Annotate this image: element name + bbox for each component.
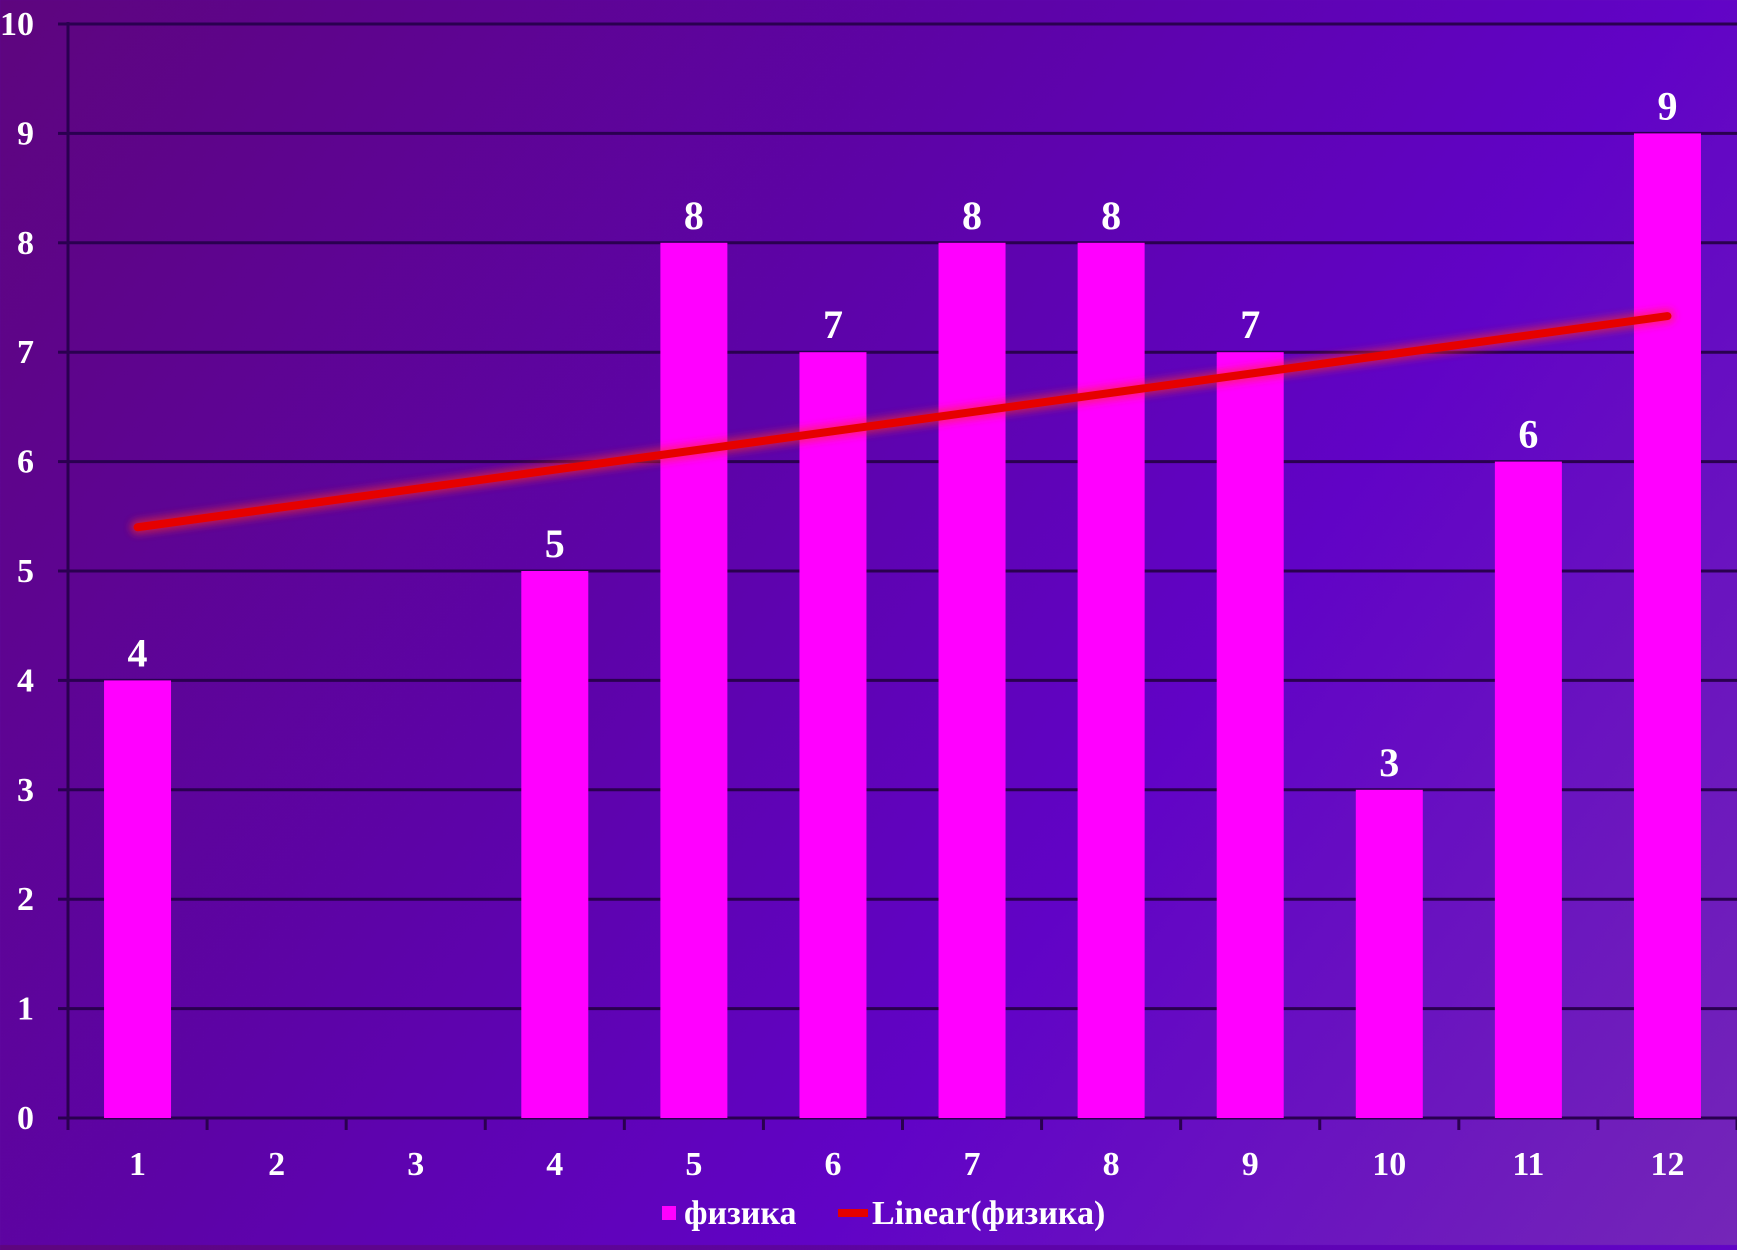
data-label-5: 8 bbox=[684, 193, 704, 238]
x-tick-label: 12 bbox=[1650, 1146, 1684, 1183]
gridlines bbox=[68, 22, 1737, 1120]
data-label-9: 7 bbox=[1240, 302, 1260, 347]
legend-swatch-bar bbox=[662, 1206, 676, 1220]
x-tick-label: 11 bbox=[1512, 1146, 1544, 1183]
x-tick-label: 2 bbox=[268, 1146, 285, 1183]
axes bbox=[58, 22, 1737, 1130]
x-tick-label: 5 bbox=[685, 1146, 702, 1183]
data-label-7: 8 bbox=[962, 193, 982, 238]
x-tick-label: 1 bbox=[129, 1146, 146, 1183]
bar-11 bbox=[1494, 461, 1562, 1119]
y-tick-label: 5 bbox=[17, 553, 34, 590]
x-tick-label: 6 bbox=[824, 1146, 841, 1183]
x-tick-label: 3 bbox=[407, 1146, 424, 1183]
legend-label-bar: физика bbox=[684, 1195, 796, 1232]
y-tick-label: 10 bbox=[0, 6, 34, 43]
y-tick-label: 8 bbox=[17, 225, 34, 262]
legend: физика Linear(физика) bbox=[662, 1195, 1105, 1232]
bar-8 bbox=[1077, 242, 1145, 1119]
bar-6 bbox=[799, 352, 867, 1118]
data-label-8: 8 bbox=[1101, 193, 1121, 238]
trendline bbox=[133, 312, 1672, 532]
y-tick-label: 7 bbox=[17, 334, 34, 371]
x-tick-label: 9 bbox=[1242, 1146, 1259, 1183]
bar-10 bbox=[1355, 789, 1423, 1118]
bar-9 bbox=[1216, 352, 1284, 1118]
bar-4 bbox=[521, 571, 589, 1118]
x-tick-label: 10 bbox=[1372, 1146, 1406, 1183]
y-tick-label: 0 bbox=[17, 1100, 34, 1137]
data-label-12: 9 bbox=[1657, 83, 1677, 128]
legend-label-trendline: Linear(физика) bbox=[872, 1195, 1105, 1232]
bar-7 bbox=[938, 242, 1006, 1119]
x-tick-label: 7 bbox=[964, 1146, 981, 1183]
data-label-10: 3 bbox=[1379, 740, 1399, 785]
data-labels: 4 5 8 7 8 8 7 3 6 9 bbox=[128, 83, 1678, 784]
y-tick-label: 4 bbox=[17, 662, 34, 699]
x-tick-label: 4 bbox=[546, 1146, 563, 1183]
data-label-1: 4 bbox=[128, 630, 148, 675]
y-tick-label: 1 bbox=[17, 991, 34, 1028]
legend-swatch-trendline bbox=[838, 1209, 868, 1217]
y-tick-label: 6 bbox=[17, 444, 34, 481]
data-label-6: 7 bbox=[823, 302, 843, 347]
y-tick-label: 9 bbox=[17, 115, 34, 152]
y-tick-label: 2 bbox=[17, 881, 34, 918]
data-label-4: 5 bbox=[545, 521, 565, 566]
trendline-group bbox=[130, 309, 1675, 535]
bars bbox=[104, 133, 1701, 1119]
data-label-11: 6 bbox=[1518, 412, 1538, 457]
bar-1 bbox=[104, 680, 172, 1118]
y-tick-label: 3 bbox=[17, 772, 34, 809]
bar-12 bbox=[1633, 133, 1701, 1118]
bar-5 bbox=[660, 242, 728, 1119]
x-tick-label: 8 bbox=[1103, 1146, 1120, 1183]
